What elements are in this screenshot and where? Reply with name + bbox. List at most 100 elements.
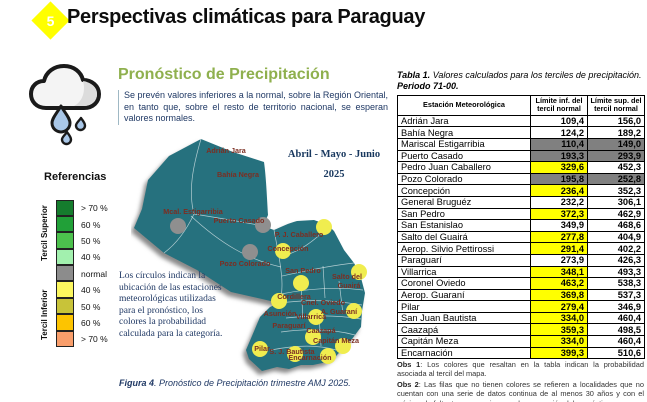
station-circle-yellow xyxy=(275,243,291,259)
paraguay-map: Adrián Jara Bahía Negra Mcal. Estigarribia… xyxy=(134,138,367,371)
limit-sup-cell: 252,8 xyxy=(587,172,645,186)
station-label: Villarrica xyxy=(296,312,327,321)
forecast-description: Se prevén valores inferiores a la normal… xyxy=(118,90,388,126)
limit-inf-cell: 279,4 xyxy=(530,300,588,313)
limit-sup-cell: 493,3 xyxy=(587,265,645,279)
station-name-cell: Caazapá xyxy=(397,323,531,337)
legend-swatch xyxy=(56,232,74,249)
station-circle-yellow xyxy=(351,264,367,280)
table-row: Capitán Meza 334,0 460,4 xyxy=(397,335,645,348)
legend-item: > 70 % xyxy=(56,199,108,216)
table-row: Villarrica 348,1 493,3 xyxy=(397,265,645,279)
limit-inf-cell: 109,4 xyxy=(530,114,588,128)
limit-sup-cell: 452,3 xyxy=(587,161,645,174)
station-label: Paraguarí xyxy=(272,321,306,330)
station-name-cell: Coronel Oviedo xyxy=(397,277,531,290)
period-year: 2025 xyxy=(323,169,345,180)
table-observations: Obs 1: Los colores que resaltan en la ta… xyxy=(397,360,644,402)
obs-1: Obs 1: Los colores que resaltan en la ta… xyxy=(397,360,644,379)
station-name-cell: Aerop. Guaraní xyxy=(397,288,531,302)
limit-sup-cell: 460,4 xyxy=(587,335,645,348)
legend-item: normal xyxy=(56,265,108,282)
limit-inf-cell: 369,8 xyxy=(530,288,588,302)
table-row: Aerop. Silvio Pettirossi 291,4 402,2 xyxy=(397,242,645,255)
station-label: S. J. Bautista xyxy=(269,347,315,356)
table-row: Caazapá 359,3 498,5 xyxy=(397,323,645,337)
legend-swatch xyxy=(56,265,74,282)
station-label: Concepción xyxy=(267,244,308,253)
legend-item: > 70 % xyxy=(56,330,108,348)
legend-swatch xyxy=(56,330,74,348)
limit-sup-cell: 404,9 xyxy=(587,230,645,244)
station-name-cell: Villarrica xyxy=(397,265,531,279)
table-row: Bahía Negra 124,2 189,2 xyxy=(397,126,645,139)
station-circle-yellow xyxy=(252,341,268,357)
limit-sup-cell: 426,3 xyxy=(587,253,645,267)
station-label: P. J. Caballero xyxy=(275,230,324,239)
limit-sup-cell: 156,0 xyxy=(587,114,645,128)
station-label: Bahía Negra xyxy=(217,170,260,179)
station-label: Puerto Casado xyxy=(214,216,265,225)
table-row: Encarnación 399,3 510,6 xyxy=(397,346,645,360)
station-label: Capitán Meza xyxy=(313,336,360,345)
station-name-cell: San Juan Bautista xyxy=(397,311,531,325)
limit-inf-cell: 399,3 xyxy=(530,346,588,360)
table-row: Paraguarí 273,9 426,3 xyxy=(397,253,645,267)
station-circle-yellow xyxy=(346,303,362,319)
legend-label: 40 % xyxy=(81,252,101,263)
legend-items: > 70 % 60 % 50 % 40 % normal 40 % 50 % 60 % > 70… xyxy=(56,199,108,348)
legend-item: 60 % xyxy=(56,314,108,331)
legend-group-lower: Tercil Inferior xyxy=(40,289,49,341)
limit-inf-cell: 348,1 xyxy=(530,265,588,279)
page-title: Perspectivas climáticas para Paraguay xyxy=(67,6,426,28)
limit-inf-cell: 334,0 xyxy=(530,311,588,325)
limit-sup-cell: 498,5 xyxy=(587,323,645,337)
table-row: Coronel Oviedo 463,2 538,3 xyxy=(397,277,645,290)
col-header-station: Estación Meteorológica xyxy=(397,95,531,116)
legend-label: > 70 % xyxy=(81,203,108,214)
legend-label: 50 % xyxy=(81,235,101,246)
table-row: San Pedro 372,3 462,9 xyxy=(397,207,645,221)
station-name-cell: Capitán Meza xyxy=(397,335,531,348)
limit-inf-cell: 273,9 xyxy=(530,253,588,267)
station-name-cell: San Estanislao xyxy=(397,219,531,232)
limit-inf-cell: 236,4 xyxy=(530,184,588,197)
legend-item: 40 % xyxy=(56,281,108,298)
limit-sup-cell: 537,3 xyxy=(587,288,645,302)
table-title-text: Valores calculados para los terciles de … xyxy=(430,70,642,80)
station-circle-gray xyxy=(242,244,258,260)
table-title-period: Periodo 71-00. xyxy=(397,81,459,92)
limit-sup-cell: 538,3 xyxy=(587,277,645,290)
legend-swatch xyxy=(56,297,74,315)
station-label: Asunción xyxy=(264,309,297,318)
terciles-table: Estación Meteorológica Límite inf. del t… xyxy=(397,95,645,360)
limit-inf-cell: 110,4 xyxy=(530,137,588,151)
limit-sup-cell: 462,9 xyxy=(587,207,645,221)
station-name-cell: Encarnación xyxy=(397,346,531,360)
rain-cloud-icon xyxy=(24,60,106,153)
figure-caption: Figura 4. Pronóstico de Precipitación tr… xyxy=(119,378,351,388)
limit-sup-cell: 189,2 xyxy=(587,126,645,139)
station-circle-yellow xyxy=(316,219,332,235)
limit-sup-cell: 460,4 xyxy=(587,311,645,325)
limit-sup-cell: 352,3 xyxy=(587,184,645,197)
table-row: Salto del Guairá 277,8 404,9 xyxy=(397,230,645,244)
station-name-cell: Pozo Colorado xyxy=(397,172,531,186)
legend-label: > 70 % xyxy=(81,334,108,345)
obs-2: Obs 2: Las filas que no tienen colores s… xyxy=(397,379,644,402)
legend-item: 60 % xyxy=(56,215,108,233)
table-row: San Estanislao 349,9 468,6 xyxy=(397,219,645,232)
limit-inf-cell: 329,6 xyxy=(530,161,588,174)
station-circle-gray xyxy=(170,218,186,234)
station-circle-yellow xyxy=(293,275,309,291)
station-label: Guairá xyxy=(338,281,362,290)
limit-inf-cell: 193,3 xyxy=(530,149,588,163)
legend-item: 40 % xyxy=(56,248,108,266)
station-name-cell: General Bruguéz xyxy=(397,195,531,209)
legend-label: 50 % xyxy=(81,301,101,312)
station-label: Pilar xyxy=(254,344,270,353)
legend-group-upper: Tercil Superior xyxy=(40,205,49,261)
figure-caption-text: . Pronóstico de Precipitación trimestre … xyxy=(154,378,351,388)
table-row: Pedro Juan Caballero 329,6 452,3 xyxy=(397,161,645,174)
station-circle-yellow xyxy=(320,348,336,364)
